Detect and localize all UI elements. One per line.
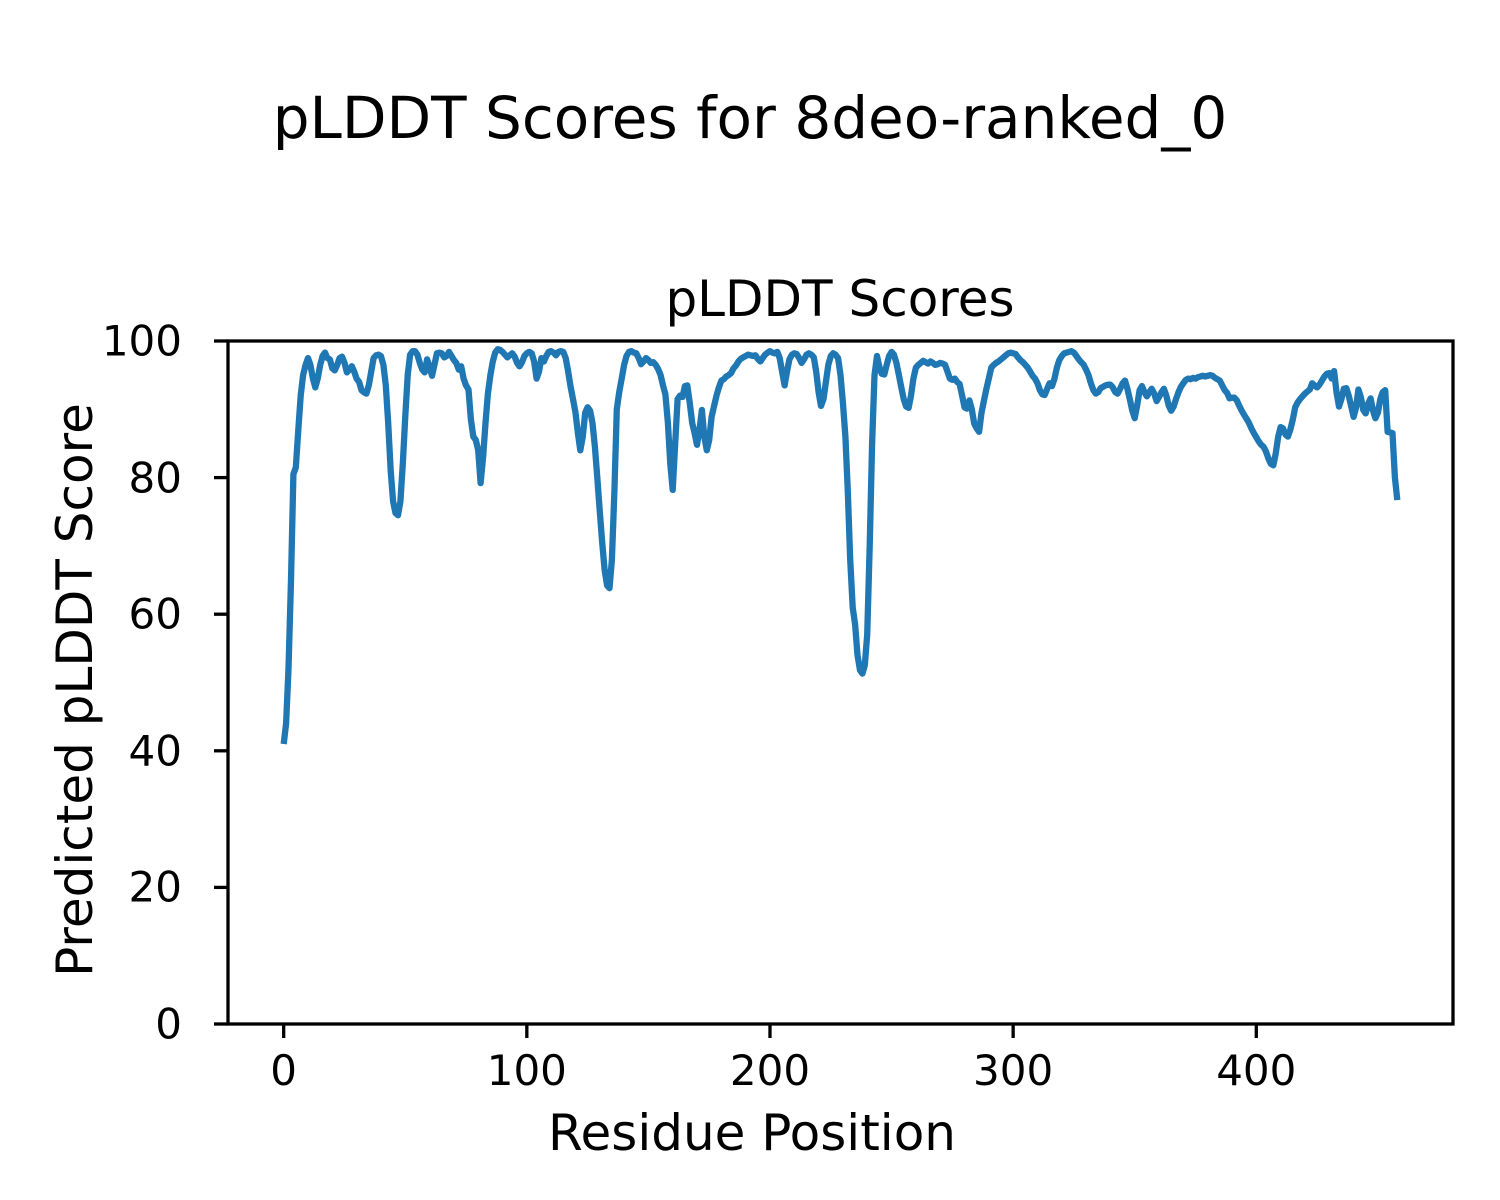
x-tick-label: 400 [1216,1046,1297,1095]
x-tick-label: 0 [270,1046,298,1095]
y-tick-label: 0 [155,999,182,1049]
plot-spines [226,339,1455,1026]
y-tick-label: 100 [101,316,182,366]
x-tick-label: 100 [486,1046,567,1095]
y-tick-label: 20 [128,862,182,912]
y-tick-label: 80 [128,453,182,503]
x-axis-label: Residue Position [548,1104,956,1162]
axes-title: pLDDT Scores [665,270,1015,328]
axis-ticks [214,339,1258,1038]
y-tick-label: 40 [128,726,182,776]
figure-suptitle: pLDDT Scores for 8deo-ranked_0 [272,84,1228,152]
plddt-line [280,346,1401,745]
y-tick-label: 60 [128,589,182,639]
x-tick-label: 300 [973,1046,1054,1095]
x-tick-label: 200 [729,1046,811,1095]
